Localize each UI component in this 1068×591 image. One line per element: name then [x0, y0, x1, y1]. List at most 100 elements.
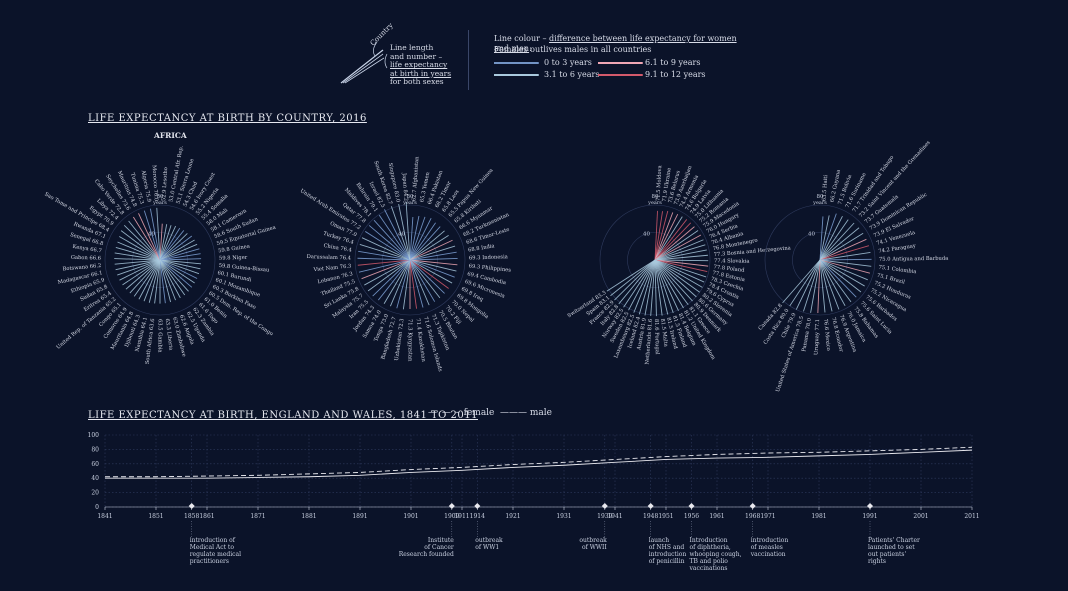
- country-label: 63.5 Haiti: [821, 174, 829, 201]
- radial-bar: [114, 258, 161, 261]
- event-diamond: [749, 503, 756, 509]
- radial-bar: [361, 237, 411, 261]
- legend-colour-title: Line colour – difference between life ex…: [494, 34, 737, 53]
- radial-bar: [782, 259, 821, 304]
- x-tick-label: 1991: [862, 513, 877, 520]
- radial-bar: [154, 259, 161, 304]
- radial-bar: [148, 259, 161, 303]
- x-tick-label: 1841: [97, 513, 112, 520]
- radial-bar: [378, 214, 411, 261]
- radial-bar: [654, 254, 708, 261]
- radial-bar: [361, 259, 411, 280]
- radial-bar: [159, 233, 188, 261]
- radial-bar: [654, 210, 669, 261]
- radial-bar: [409, 259, 441, 299]
- radial-bar: [159, 248, 200, 261]
- radial-bar: [654, 259, 663, 316]
- radial-bar: [409, 216, 426, 261]
- radial-bar: [159, 259, 201, 270]
- radial-bar: [365, 231, 411, 261]
- radial-bar: [119, 259, 161, 281]
- radial-bar: [159, 259, 195, 284]
- radial-bar: [368, 225, 411, 261]
- radial-bar: [409, 222, 436, 261]
- x-tick-label: 1891: [352, 513, 367, 520]
- radial-bar: [654, 259, 674, 314]
- country-label: China 76.4: [323, 243, 353, 254]
- y-tick-label: 100: [88, 432, 100, 439]
- radial-bar: [654, 222, 692, 261]
- event-text: of NHS and: [649, 544, 685, 551]
- event-diamond: [474, 503, 481, 509]
- country-label: South Africa 63.6: [145, 318, 157, 364]
- event-text: practitioners: [190, 558, 229, 565]
- country-label: 71.5 Moldova: [656, 165, 664, 201]
- radial-bar: [795, 259, 821, 310]
- radial-bar: [159, 259, 186, 296]
- radial-bar: [409, 234, 449, 261]
- country-label: Darussalam 76.4: [307, 254, 352, 262]
- radial-bar: [156, 207, 161, 261]
- radial-bar: [819, 259, 857, 298]
- country-label: 69.3 Indonesia: [469, 254, 508, 261]
- scale-label-years: years: [647, 200, 662, 206]
- event-diamond: [448, 503, 455, 509]
- radial-bar: [819, 259, 826, 313]
- x-tick-label: 1956: [684, 513, 699, 520]
- scale-label-80: 80: [817, 194, 824, 200]
- x-tick-label: 1909: [444, 513, 459, 520]
- radial-bar: [159, 235, 193, 261]
- y-tick-label: 80: [91, 446, 99, 453]
- radial-bar: [654, 249, 707, 261]
- radial-bar: [409, 245, 456, 261]
- ring-80: [354, 204, 466, 316]
- radial-bar: [819, 216, 824, 261]
- radial-bar: [819, 259, 865, 287]
- radial-bar: [654, 219, 688, 261]
- radial-bar: [819, 219, 849, 261]
- radial-bar: [409, 259, 449, 289]
- country-label: 77.8 Poland: [713, 264, 745, 274]
- x-tick-label: 1851: [148, 513, 163, 520]
- x-tick-label: 2001: [913, 513, 928, 520]
- radial-bar: [143, 210, 161, 261]
- country-label: Netherlands 81.6: [644, 319, 653, 365]
- radial-bar: [409, 259, 458, 266]
- radial-bar: [409, 226, 441, 261]
- country-label: 63.3 Liberia: [164, 318, 174, 350]
- event-text: of measles: [751, 544, 783, 551]
- scale-label-80: 80: [407, 194, 414, 200]
- radial-bar: [606, 259, 656, 292]
- event-text: Patients' Charter: [868, 537, 920, 544]
- radial-bar: [358, 250, 411, 261]
- radial-bar: [623, 259, 656, 308]
- country-label: 77.4 Slovakia: [714, 258, 750, 264]
- radial-bar: [614, 259, 656, 301]
- radial-bar: [819, 259, 833, 312]
- radial-bar: [638, 259, 656, 315]
- x-tick-label: 1914: [470, 513, 485, 520]
- radial-bar: [159, 259, 193, 288]
- x-tick-label: 1881: [301, 513, 316, 520]
- radial-bar: [654, 259, 693, 302]
- radial-bar: [159, 259, 176, 301]
- scale-label-80: 80: [157, 194, 164, 200]
- radial-bar: [789, 259, 821, 307]
- radial-bar: [409, 259, 457, 272]
- scale-label-years: years: [812, 200, 827, 206]
- radial-bar: [819, 259, 852, 303]
- radial-bar: [633, 259, 656, 313]
- radial-bar: [132, 216, 161, 261]
- series-line-female: [105, 446, 973, 478]
- country-label: Uruguay 77.1: [814, 319, 821, 355]
- country-label: Austria 81.9: [636, 318, 648, 352]
- section-title-timeline: LIFE EXPECTANCY AT BIRTH, ENGLAND AND WA…: [88, 410, 478, 421]
- country-label: Kenya 66.7: [72, 244, 102, 254]
- x-tick-label: 1971: [760, 513, 775, 520]
- radial-bar: [402, 259, 411, 310]
- radial-bar: [819, 245, 870, 261]
- x-tick-label: 1861: [199, 513, 214, 520]
- country-label: Japan 84.2: [401, 172, 409, 201]
